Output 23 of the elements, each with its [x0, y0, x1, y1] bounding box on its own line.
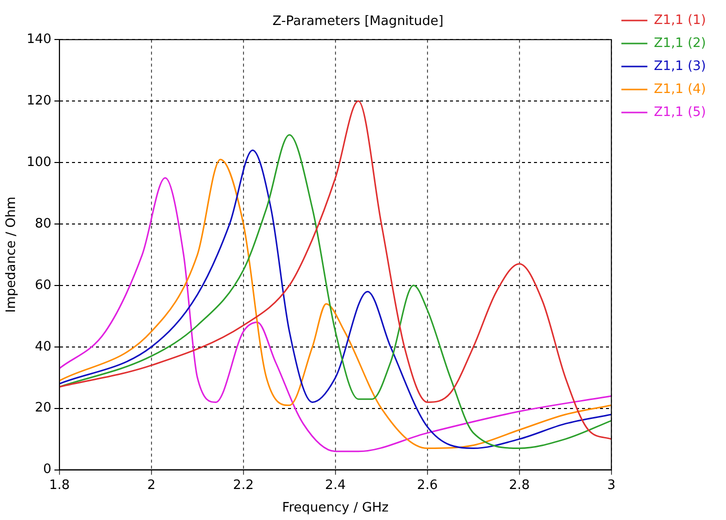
legend-label: Z1,1 (5) [654, 104, 706, 120]
legend-label: Z1,1 (3) [654, 58, 706, 74]
y-tick-label: 100 [26, 154, 52, 170]
x-tick-label: 2.2 [233, 478, 254, 493]
legend-label: Z1,1 (4) [654, 82, 706, 97]
y-tick-label: 140 [26, 32, 52, 47]
legend-label: Z1,1 (1) [654, 12, 706, 28]
y-axis-title: Impedance / Ohm [4, 196, 20, 313]
x-axis-title: Frequency / GHz [282, 500, 389, 516]
x-tick-label: 2 [147, 478, 156, 493]
y-tick-label: 0 [43, 462, 52, 478]
x-tick-label: 3 [607, 478, 616, 493]
x-tick-label: 1.8 [49, 478, 70, 493]
y-tick-label: 120 [26, 93, 52, 108]
y-tick-label: 80 [34, 216, 52, 232]
legend-label: Z1,1 (2) [654, 36, 706, 51]
x-tick-label: 2.4 [325, 478, 346, 493]
chart-title: Z-Parameters [Magnitude] [272, 14, 444, 30]
x-tick-label: 2.6 [417, 478, 438, 493]
y-tick-label: 20 [34, 400, 52, 416]
y-tick-label: 60 [34, 278, 52, 293]
y-tick-label: 40 [34, 339, 52, 354]
x-tick-label: 2.8 [509, 478, 530, 493]
